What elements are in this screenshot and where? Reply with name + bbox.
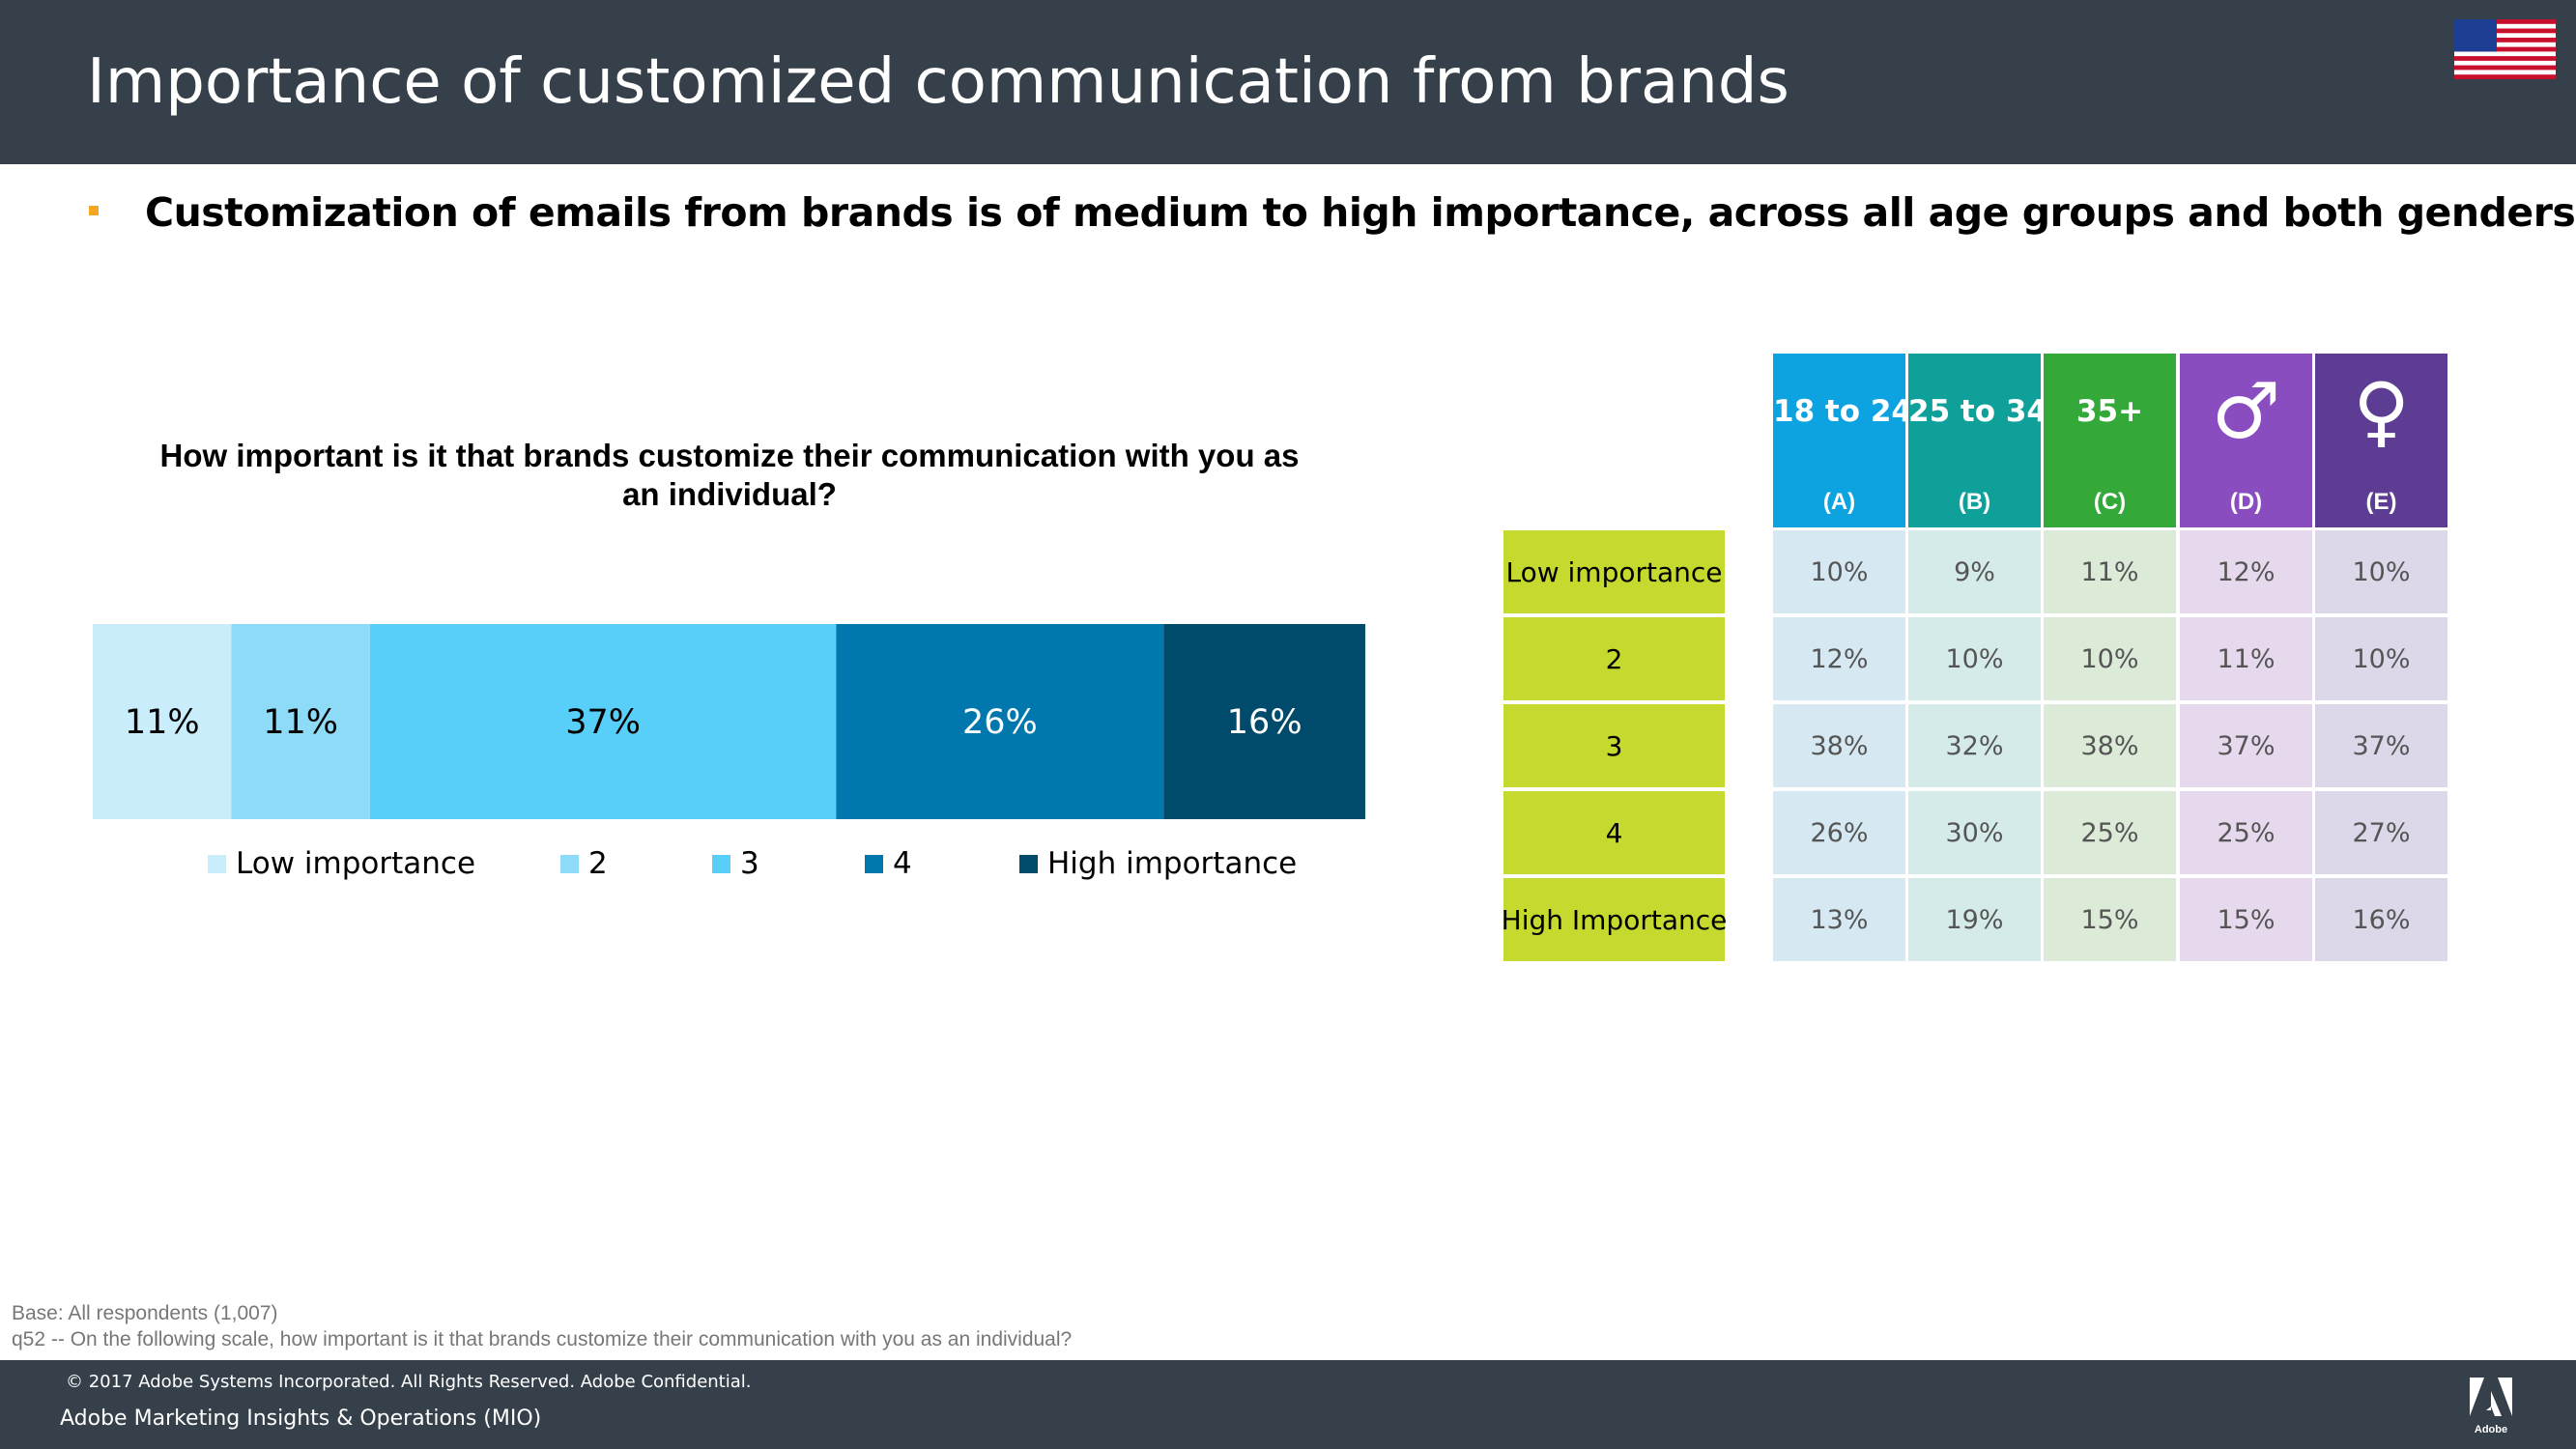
table-cell: 16%	[2315, 878, 2447, 961]
legend-label: 3	[740, 846, 759, 881]
legend-label: 4	[893, 846, 912, 881]
legend-swatch	[560, 854, 579, 873]
bar-data-label: 16%	[1227, 703, 1302, 742]
bar-segment-5	[1163, 624, 1365, 819]
table-cell: 10%	[2315, 530, 2447, 613]
copyright-text: © 2017 Adobe Systems Incorporated. All R…	[66, 1372, 752, 1392]
male-icon: ♂	[2211, 366, 2281, 456]
table-cell: 25%	[2044, 791, 2176, 874]
column-header: 35+ (C)	[2044, 354, 2176, 527]
question-note: q52 -- On the following scale, how impor…	[12, 1328, 1073, 1350]
column-header-letter: (A)	[1822, 489, 1856, 515]
table-cell: 37%	[2180, 704, 2312, 787]
slide-subtitle: Customization of emails from brands is o…	[145, 189, 2576, 236]
page-title: Importance of customized communication f…	[87, 46, 1789, 118]
adobe-logo-icon: Adobe	[2470, 1378, 2512, 1435]
column-header: 18 to 24 (A)	[1773, 354, 1912, 527]
stacked-bar-chart: 11% 11% 37% 26% 16%	[93, 624, 1365, 819]
legend-swatch	[712, 854, 730, 873]
footer-subtitle: Adobe Marketing Insights & Operations (M…	[60, 1406, 542, 1431]
table-cell: 37%	[2315, 704, 2447, 787]
legend-item: 2	[560, 846, 608, 881]
legend-swatch	[1019, 854, 1038, 873]
chart-title: How important is it that brands customiz…	[159, 438, 1300, 512]
table-cell: 38%	[2044, 704, 2176, 787]
legend-item: 4	[865, 846, 912, 881]
bar-data-label: 11%	[263, 703, 338, 742]
table-cell: 10%	[2315, 617, 2447, 700]
table-cell: 10%	[1908, 617, 2041, 700]
row-label: 4	[1503, 791, 1725, 874]
bar-segment-1	[93, 624, 232, 819]
table-cell: 15%	[2180, 878, 2312, 961]
column-header-label: 18 to 24	[1773, 394, 1912, 429]
bar-segment-4	[836, 624, 1164, 819]
legend-label: Low importance	[236, 846, 476, 881]
column-header-letter: (C)	[2093, 489, 2127, 515]
header-bar: Importance of customized communication f…	[0, 0, 2576, 164]
table-cell: 13%	[1773, 878, 1905, 961]
bar-data-label: 26%	[962, 703, 1038, 742]
table-cell: 10%	[1773, 530, 1905, 613]
table-cell: 15%	[2044, 878, 2176, 961]
table-cell: 38%	[1773, 704, 1905, 787]
us-flag-icon	[2454, 19, 2556, 79]
bar-data-label: 37%	[565, 703, 641, 742]
table-cell: 26%	[1773, 791, 1905, 874]
column-header-label: 35+	[2075, 394, 2144, 429]
table-cell: 10%	[2044, 617, 2176, 700]
column-header-letter: (E)	[2365, 489, 2397, 515]
column-header-letter: (B)	[1958, 489, 1991, 515]
female-icon: ♀	[2353, 366, 2410, 456]
footer-bar	[0, 1360, 2576, 1449]
column-header-label: 25 to 34	[1908, 394, 2047, 429]
table-cell: 12%	[1773, 617, 1905, 700]
legend-label: 2	[588, 846, 608, 881]
row-label: Low importance	[1503, 530, 1725, 613]
column-header: 25 to 34 (B)	[1908, 354, 2047, 527]
legend-item: High importance	[1019, 846, 1297, 881]
adobe-logo-text: Adobe	[2475, 1424, 2507, 1435]
column-header: ♀ (E)	[2315, 354, 2447, 527]
table-cell: 11%	[2044, 530, 2176, 613]
legend-item: Low importance	[208, 846, 475, 881]
chart-legend: Low importance 2 3 4 High importance	[208, 846, 1367, 889]
table-cell: 9%	[1908, 530, 2041, 613]
table-cell: 32%	[1908, 704, 2041, 787]
bullet-icon	[89, 206, 99, 215]
bar-segment-2	[231, 624, 370, 819]
table-cell: 11%	[2180, 617, 2312, 700]
legend-item: 3	[712, 846, 759, 881]
table-cell: 27%	[2315, 791, 2447, 874]
base-note: Base: All respondents (1,007)	[12, 1302, 278, 1324]
table-cell: 25%	[2180, 791, 2312, 874]
row-label: High Importance	[1502, 878, 1727, 961]
row-label: 3	[1503, 704, 1725, 787]
legend-label: High importance	[1047, 846, 1298, 881]
legend-swatch	[208, 854, 226, 873]
column-header: ♂ (D)	[2180, 354, 2312, 527]
bar-data-label: 11%	[125, 703, 200, 742]
row-label: 2	[1503, 617, 1725, 700]
legend-swatch	[865, 854, 883, 873]
table-cell: 12%	[2180, 530, 2312, 613]
table-cell: 30%	[1908, 791, 2041, 874]
table-cell: 19%	[1908, 878, 2041, 961]
bar-segment-3	[369, 624, 837, 819]
column-header-letter: (D)	[2229, 489, 2263, 515]
